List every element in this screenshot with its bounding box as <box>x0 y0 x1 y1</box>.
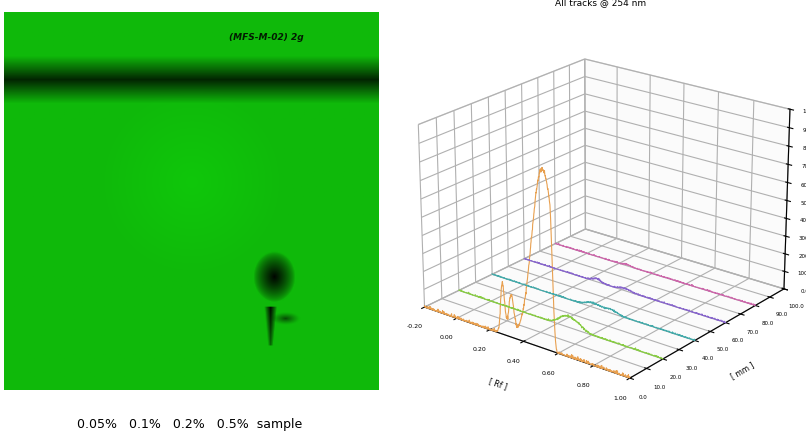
Text: (MFS-M-02) 2g: (MFS-M-02) 2g <box>229 33 304 41</box>
X-axis label: [ Rf ]: [ Rf ] <box>488 376 508 391</box>
Title: All tracks @ 254 nm: All tracks @ 254 nm <box>555 0 646 7</box>
Y-axis label: [ mm ]: [ mm ] <box>729 359 756 380</box>
Text: 0.05%   0.1%   0.2%   0.5%  sample: 0.05% 0.1% 0.2% 0.5% sample <box>77 417 302 430</box>
